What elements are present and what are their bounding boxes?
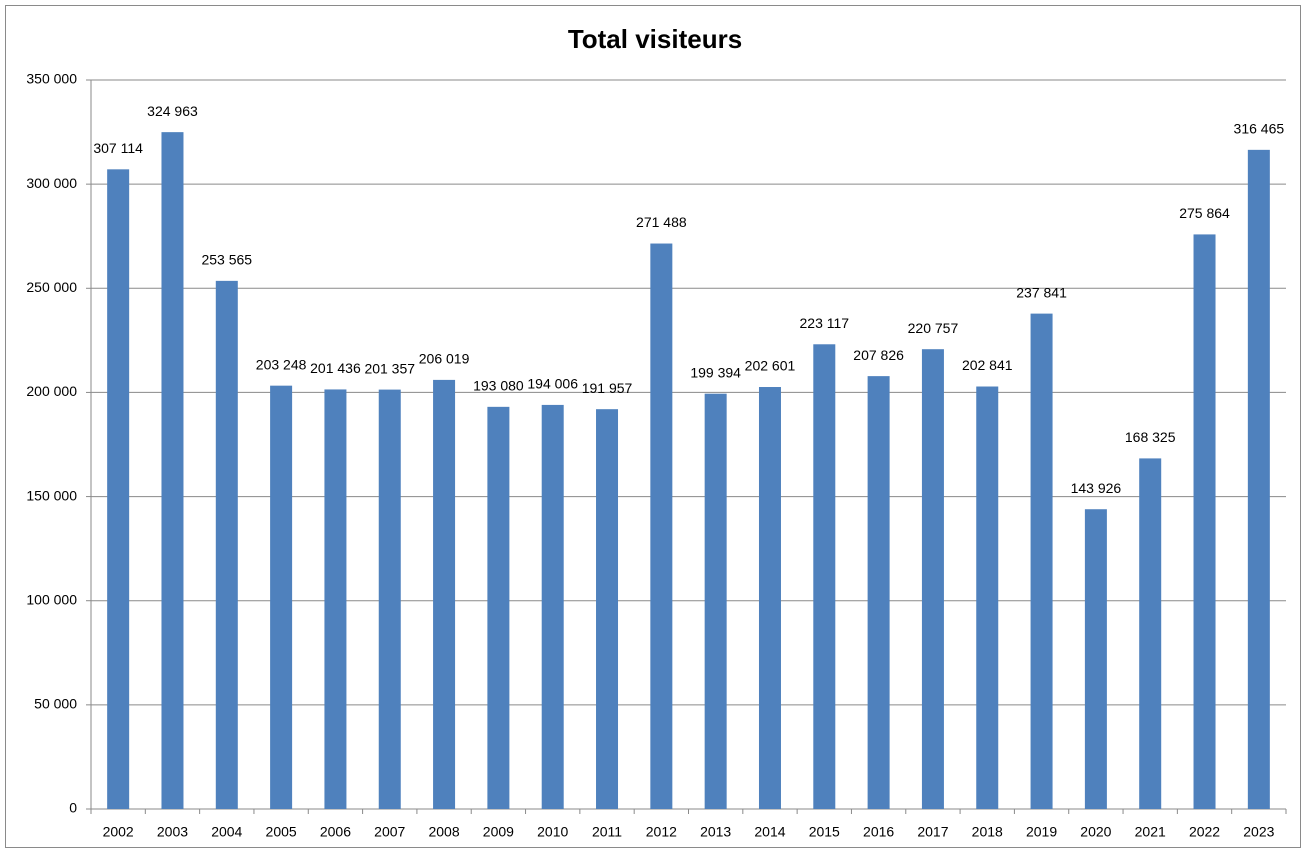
y-tick-label: 200 000 [26,383,77,399]
bar [1193,234,1216,810]
y-tick-label: 50 000 [34,696,77,712]
bar [215,280,238,809]
y-tick-label: 150 000 [26,487,77,503]
x-tick-label: 2007 [374,824,405,840]
data-label: 324 963 [147,103,198,119]
x-tick-label: 2008 [428,824,459,840]
x-tick-label: 2002 [103,824,134,840]
data-label: 191 957 [582,380,633,396]
data-label: 271 488 [636,214,687,230]
bar [1084,509,1107,809]
data-label: 316 465 [1234,121,1285,137]
x-tick-label: 2014 [754,824,785,840]
data-label: 199 394 [690,364,741,380]
bar [867,376,890,809]
bar [758,387,781,809]
x-tick-label: 2013 [700,824,731,840]
bar [596,409,619,809]
bar [161,132,184,809]
bar [378,389,401,809]
bar [541,404,564,809]
x-tick-label: 2020 [1080,824,1111,840]
bar [921,349,944,809]
data-label: 193 080 [473,378,524,394]
bar [1139,458,1162,809]
x-tick-label: 2015 [809,824,840,840]
x-tick-label: 2022 [1189,824,1220,840]
bar [1247,149,1270,809]
data-label: 202 601 [745,358,796,374]
data-label: 201 357 [364,360,415,376]
x-tick-label: 2005 [266,824,297,840]
x-tick-label: 2018 [972,824,1003,840]
y-tick-label: 300 000 [26,175,77,191]
x-tick-label: 2016 [863,824,894,840]
data-label: 206 019 [419,351,470,367]
bar [1030,313,1053,809]
data-label: 223 117 [800,315,850,331]
y-tick-label: 350 000 [26,71,77,87]
data-label: 237 841 [1016,284,1067,300]
x-tick-label: 2021 [1135,824,1166,840]
y-tick-label: 0 [69,800,77,816]
x-tick-label: 2023 [1243,824,1274,840]
x-tick-label: 2006 [320,824,351,840]
x-tick-label: 2004 [211,824,242,840]
data-label: 201 436 [310,360,361,376]
bar [433,379,456,809]
bar [270,385,293,809]
chart-title: Total visiteurs [568,24,742,54]
bar [487,406,510,809]
data-label: 202 841 [962,357,1013,373]
data-label: 275 864 [1179,205,1230,221]
x-tick-label: 2003 [157,824,188,840]
data-label: 207 826 [853,347,904,363]
data-label: 203 248 [256,356,307,372]
data-label: 220 757 [908,320,959,336]
bar [107,169,130,809]
x-tick-label: 2009 [483,824,514,840]
data-label: 168 325 [1125,429,1176,445]
bar [813,344,836,809]
bar [704,393,727,809]
y-tick-label: 250 000 [26,279,77,295]
x-tick-label: 2017 [917,824,948,840]
y-tick-label: 100 000 [26,591,77,607]
data-label: 253 565 [201,252,252,268]
x-tick-label: 2010 [537,824,568,840]
x-tick-label: 2019 [1026,824,1057,840]
x-tick-label: 2012 [646,824,677,840]
x-tick-label: 2011 [592,824,622,840]
bar [976,386,999,809]
data-label: 307 114 [93,140,143,156]
data-label: 143 926 [1071,480,1122,496]
bar [650,243,673,809]
data-label: 194 006 [527,376,578,392]
bar [324,389,347,809]
